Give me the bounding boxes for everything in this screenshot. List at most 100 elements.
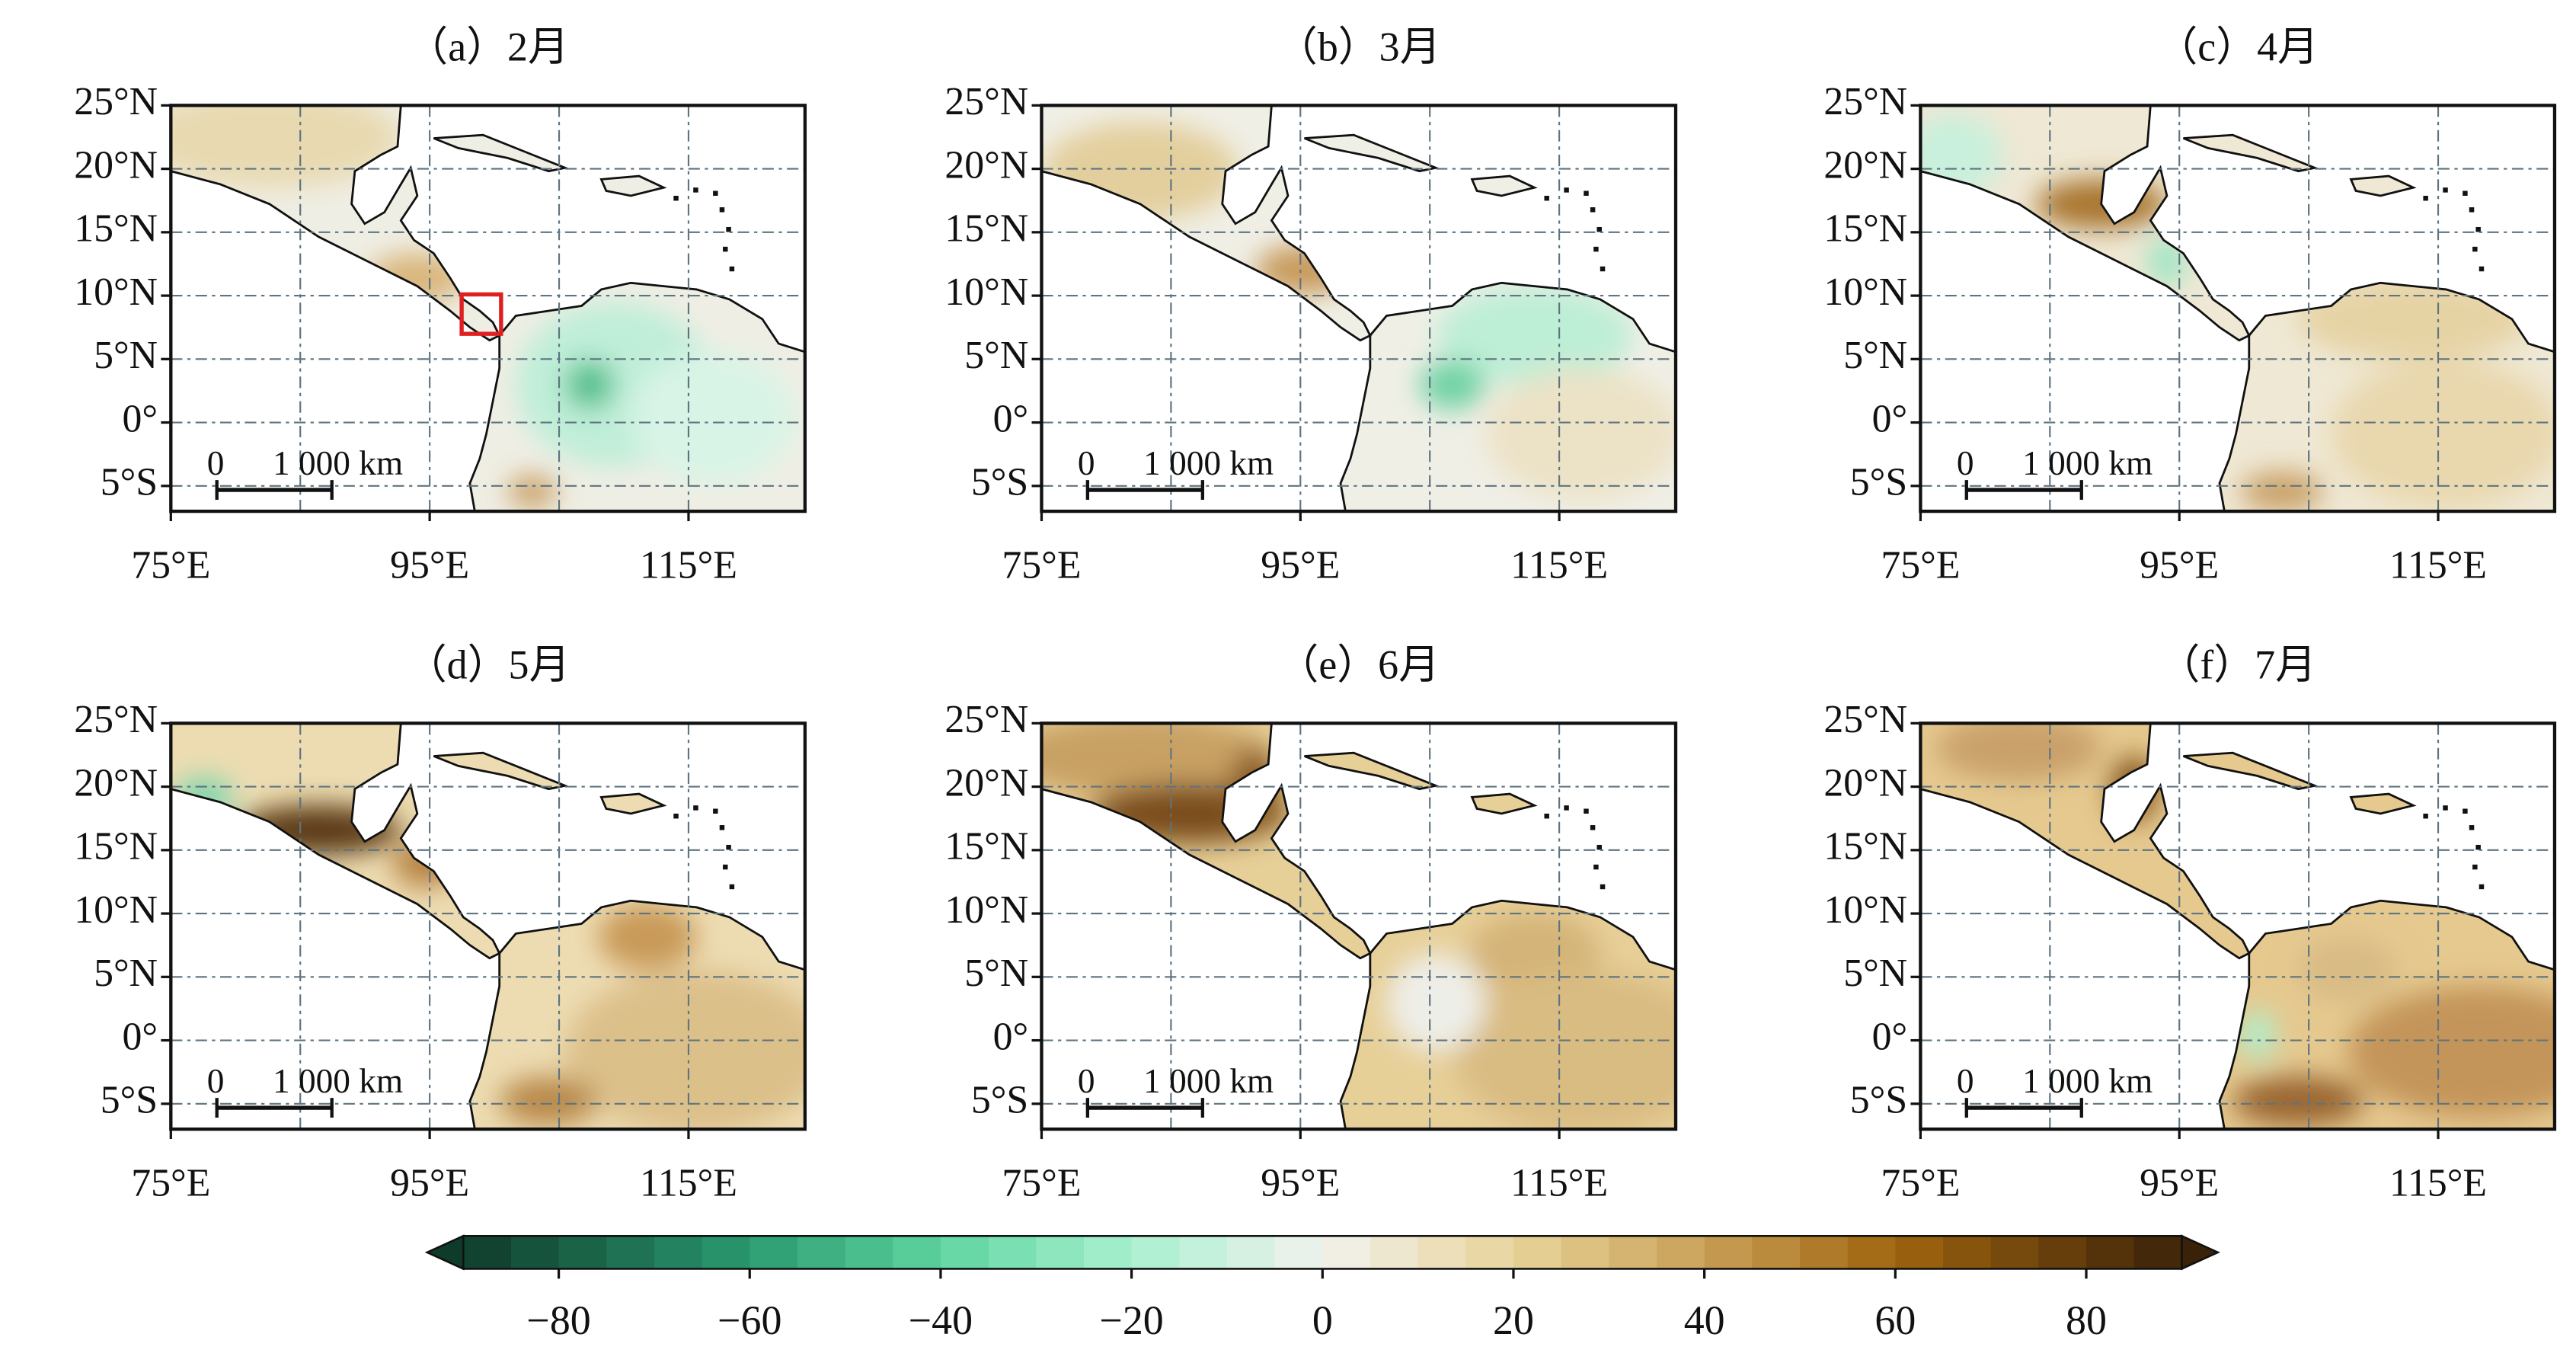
island bbox=[1596, 226, 1602, 232]
y-tick-label: 20°N bbox=[944, 143, 1028, 187]
colorbar-segment bbox=[1226, 1236, 1276, 1269]
colorbar-segment bbox=[1609, 1236, 1658, 1269]
island bbox=[2472, 246, 2478, 252]
island bbox=[2479, 884, 2485, 890]
scale-label: 1 000 km bbox=[2022, 1062, 2153, 1100]
y-tick-label: 15°N bbox=[74, 825, 158, 869]
y-tick-label: 15°N bbox=[944, 825, 1028, 869]
panel-title: （f）7月 bbox=[2159, 642, 2316, 688]
colorbar-segment bbox=[749, 1236, 799, 1269]
x-tick-label: 75°E bbox=[1881, 1161, 1960, 1204]
colorbar-segment bbox=[702, 1236, 751, 1269]
island bbox=[1600, 884, 1606, 890]
panel-title: （d）5月 bbox=[406, 642, 570, 688]
y-tick-label: 15°N bbox=[944, 207, 1028, 251]
island bbox=[1584, 190, 1589, 196]
island bbox=[1564, 187, 1569, 193]
x-tick-label: 75°E bbox=[1002, 543, 1081, 587]
anomaly-blob bbox=[507, 475, 558, 508]
anomaly-blob bbox=[1485, 368, 1676, 501]
y-tick-label: 5°S bbox=[101, 1079, 158, 1122]
island bbox=[2475, 226, 2481, 232]
panel-title: （a）2月 bbox=[407, 24, 569, 70]
colorbar-segment bbox=[1847, 1236, 1897, 1269]
frame bbox=[1040, 104, 1678, 513]
island bbox=[1544, 195, 1549, 201]
y-tick-label: 0° bbox=[1872, 397, 1908, 440]
x-tick-label: 115°E bbox=[640, 1161, 737, 1204]
y-tick-label: 10°N bbox=[944, 888, 1028, 932]
anomaly-blob bbox=[171, 105, 401, 188]
island bbox=[1544, 813, 1549, 819]
y-tick-label: 0° bbox=[122, 1015, 158, 1058]
anomaly-blob bbox=[2240, 472, 2323, 512]
anomaly-blob bbox=[1936, 723, 2101, 781]
colorbar-tick-label: −60 bbox=[718, 1297, 781, 1343]
scale-label: 0 bbox=[1078, 1062, 1095, 1100]
anomaly-blobs bbox=[1936, 723, 2555, 1126]
island bbox=[713, 190, 718, 196]
island bbox=[719, 825, 725, 830]
map-panel: （f）7月 25°N 20°N 15°N 10°N 5°N 0° 5°S 75°E 95°E 115… bbox=[1823, 642, 2557, 1204]
x-tick-label: 95°E bbox=[2140, 1161, 2219, 1204]
island bbox=[1593, 246, 1599, 252]
island bbox=[2443, 805, 2448, 811]
scale-label: 0 bbox=[1957, 1062, 1974, 1100]
y-tick-label: 20°N bbox=[944, 761, 1028, 805]
anomaly-blob bbox=[1041, 723, 1272, 798]
island bbox=[726, 226, 731, 232]
x-tick-label: 115°E bbox=[1510, 1161, 1608, 1204]
colorbar-segment bbox=[1274, 1236, 1324, 1269]
x-tick-label: 115°E bbox=[1510, 543, 1608, 587]
y-tick-label: 5°S bbox=[971, 1079, 1028, 1122]
anomaly-blob bbox=[631, 351, 795, 484]
y-tick-label: 0° bbox=[1872, 1015, 1908, 1058]
colorbar-segment bbox=[1131, 1236, 1181, 1269]
island bbox=[2423, 813, 2428, 819]
colorbar-tick-label: 60 bbox=[1874, 1297, 1916, 1343]
panel-title: （c）4月 bbox=[2156, 24, 2319, 70]
y-tick-label: 10°N bbox=[74, 888, 158, 932]
frame bbox=[169, 721, 807, 1131]
island bbox=[693, 805, 698, 811]
island bbox=[723, 246, 728, 252]
island bbox=[1593, 864, 1599, 870]
map-panel: （b）3月 25°N 20°N 15°N 10°N 5°N 0° 5°S 75°E 95°E 115… bbox=[944, 24, 1678, 587]
colorbar-segment bbox=[463, 1236, 512, 1269]
anomaly-blob bbox=[1419, 360, 1485, 410]
island bbox=[2443, 187, 2448, 193]
colorbar-segment bbox=[797, 1236, 846, 1269]
y-tick-label: 25°N bbox=[74, 80, 158, 123]
colorbar-segment bbox=[2086, 1236, 2135, 1269]
colorbar-tick-label: 20 bbox=[1493, 1297, 1534, 1343]
y-tick-label: 5°S bbox=[101, 461, 158, 504]
island bbox=[726, 844, 731, 850]
island bbox=[2472, 864, 2478, 870]
scale-label: 0 bbox=[207, 1062, 225, 1100]
colorbar-segment bbox=[845, 1236, 894, 1269]
x-tick-label: 95°E bbox=[2140, 543, 2219, 587]
scale-label: 0 bbox=[207, 444, 225, 482]
x-tick-label: 95°E bbox=[1261, 543, 1340, 587]
island bbox=[2469, 825, 2475, 830]
island bbox=[729, 884, 735, 890]
colorbar-segment bbox=[1322, 1236, 1372, 1269]
anomaly-blob bbox=[2232, 1076, 2364, 1126]
anomaly-blob bbox=[2347, 986, 2555, 1118]
colorbar-segment bbox=[2133, 1236, 2183, 1269]
y-tick-label: 20°N bbox=[1823, 143, 1907, 187]
colorbar-segment bbox=[1179, 1236, 1229, 1269]
frame bbox=[1040, 721, 1678, 1131]
y-tick-label: 0° bbox=[993, 397, 1029, 440]
y-tick-label: 10°N bbox=[1823, 888, 1907, 932]
anomaly-blob bbox=[1452, 969, 1676, 1130]
y-tick-label: 25°N bbox=[944, 80, 1028, 123]
y-tick-label: 20°N bbox=[1823, 761, 1907, 805]
anomaly-blob bbox=[1436, 286, 1633, 385]
x-tick-label: 115°E bbox=[640, 543, 737, 587]
map-panel: （e）6月 25°N 20°N 15°N 10°N 5°N 0° 5°S 75°E 95°E 115… bbox=[944, 642, 1678, 1204]
y-tick-label: 25°N bbox=[1823, 698, 1907, 741]
colorbar-tick-label: −40 bbox=[909, 1297, 973, 1343]
